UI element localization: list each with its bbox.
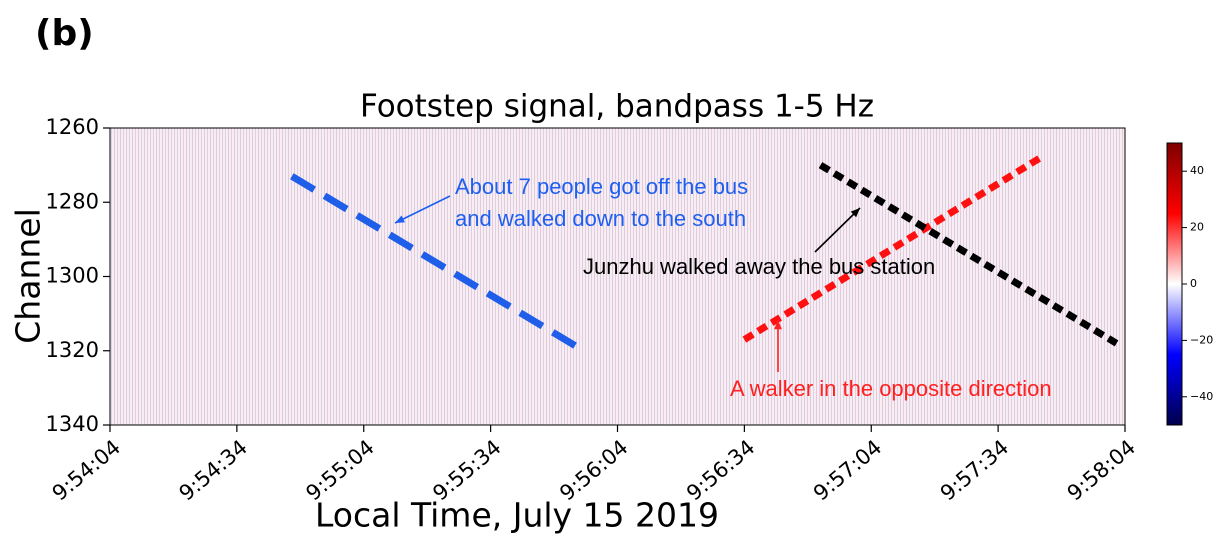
annotation-text: About 7 people got off the bus — [455, 174, 748, 199]
colorbar-tick-label: 40 — [1190, 164, 1204, 177]
trajectory — [818, 162, 1119, 347]
y-axis-label: Channel — [9, 208, 48, 343]
colorbar-tick-label: 20 — [1190, 221, 1204, 234]
annotation-arrowhead — [774, 320, 782, 330]
annotation-arrow — [394, 195, 451, 224]
annotation-arrow — [814, 207, 861, 253]
chart-title: Footstep signal, bandpass 1-5 Hz — [360, 89, 874, 125]
x-tick-label: 9:57:34 — [936, 435, 1013, 505]
y-tick-label: 1300 — [46, 264, 99, 288]
heatmap-area — [110, 128, 1125, 425]
annotation-text: A walker in the opposite direction — [730, 376, 1052, 401]
colorbar-tick-label: 0 — [1190, 277, 1197, 290]
y-tick-label: 1280 — [46, 189, 99, 213]
annotation-text: and walked down to the south — [455, 206, 746, 231]
colorbar-tick-label: −40 — [1190, 390, 1213, 403]
y-tick-label: 1260 — [46, 115, 99, 139]
x-tick-label: 9:57:04 — [809, 435, 886, 505]
trajectory — [290, 173, 586, 354]
x-tick-label: 9:54:04 — [48, 435, 125, 505]
x-tick-label: 9:58:04 — [1063, 435, 1140, 505]
y-tick-label: 1320 — [46, 338, 99, 362]
x-axis-label: Local Time, July 15 2019 — [315, 496, 719, 535]
x-tick-label: 9:56:34 — [682, 435, 759, 505]
x-tick-label: 9:54:34 — [174, 435, 251, 505]
y-tick-label: 1340 — [46, 412, 99, 436]
annotation-arrowhead — [395, 215, 405, 223]
annotation-arrowhead — [850, 208, 860, 218]
panel-label: (b) — [35, 13, 94, 54]
trajectory — [742, 154, 1043, 343]
colorbar-tick-label: −20 — [1190, 333, 1213, 346]
annotation-text: Junzhu walked away the bus station — [583, 254, 935, 279]
colorbar — [1166, 142, 1183, 426]
